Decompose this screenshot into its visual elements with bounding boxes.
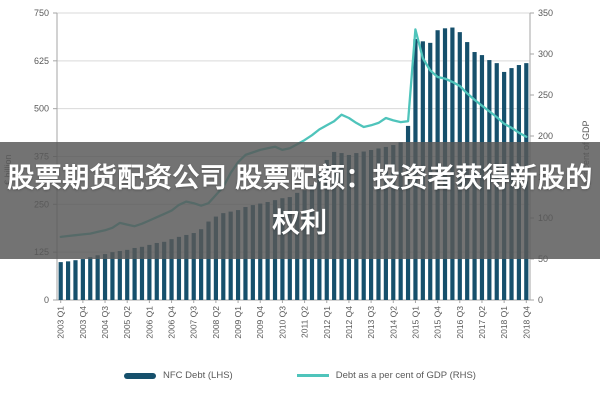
bar [88,257,93,300]
chart-legend: NFC Debt (LHS) Debt as a per cent of GDP… [0,370,600,381]
x-tick-label: 2013 Q3 [366,306,376,339]
x-tick-label: 2003 Q1 [56,306,66,339]
left-tick-label: 0 [44,295,49,305]
bar [65,261,71,300]
x-tick-label: 2004 Q3 [100,306,110,339]
x-tick-label: 2005 Q2 [122,306,132,339]
bar [154,242,159,300]
legend-item-nfc-debt: NFC Debt (LHS) [124,370,233,381]
x-tick-label: 2011 Q2 [300,306,310,338]
legend-label-gdp-ratio: Debt as a per cent of GDP (RHS) [335,370,476,381]
bar [80,259,85,300]
bar-swatch [124,372,157,379]
x-tick-label: 2015 Q1 [410,306,420,339]
right-tick-label: 300 [538,49,553,59]
right-tick-label: 200 [538,131,553,141]
x-tick-label: 2017 Q2 [477,306,487,339]
x-tick-label: 2009 Q1 [233,306,243,339]
x-tick-label: 2010 Q3 [277,306,287,339]
x-tick-label: 2006 Q1 [144,306,154,339]
bar [206,221,211,300]
right-tick-label: 0 [538,295,543,305]
headline-overlay: 股票期货配资公司 股票配额：投资者获得新股的 权利 [0,142,600,259]
line-swatch [296,374,329,377]
right-tick-label: 250 [538,90,553,100]
right-tick-label: 50 [538,254,548,264]
x-tick-label: 2012 Q4 [344,306,354,339]
x-tick-label: 2007 Q3 [189,306,199,339]
bar [162,241,167,300]
left-tick-label: 750 [34,8,49,18]
bar [110,252,115,300]
bar [73,260,78,300]
x-axis-labels: 2003 Q1 2003 Q4 2004 Q3 2005 Q2 2006 Q1 2006 … [56,300,531,339]
headline-line2: 权利 [272,207,328,238]
bar [176,236,182,300]
bar [58,262,63,300]
bar [117,251,122,300]
x-tick-label: 2008 Q2 [211,306,221,339]
bar [169,239,174,300]
bar [139,246,145,300]
headline-line1: 股票期货配资公司 股票配额：投资者获得新股的 [7,162,593,193]
bar [102,254,108,300]
x-tick-label: 2009 Q4 [255,306,265,339]
bar [132,247,137,300]
x-tick-label: 2006 Q4 [167,306,177,339]
left-tick-label: 625 [34,56,49,66]
legend-item-gdp-ratio: Debt as a per cent of GDP (RHS) [296,370,476,381]
legend-label-nfc-debt: NFC Debt (LHS) [163,370,233,381]
right-tick-label: 350 [538,8,553,18]
x-tick-label: 2015 Q4 [433,306,443,339]
bar [184,234,189,300]
x-tick-label: 2018 Q1 [499,306,509,339]
x-tick-label: 2003 Q4 [78,306,88,339]
bar [125,249,130,300]
bar [95,255,100,300]
bar [191,233,196,300]
bar [199,229,204,300]
x-tick-label: 2018 Q4 [521,306,531,339]
left-tick-label: 500 [34,104,49,114]
bar [147,244,152,300]
x-tick-label: 2014 Q2 [388,306,398,339]
x-tick-label: 2012 Q1 [322,306,332,339]
x-tick-label: 2016 Q3 [455,306,465,339]
